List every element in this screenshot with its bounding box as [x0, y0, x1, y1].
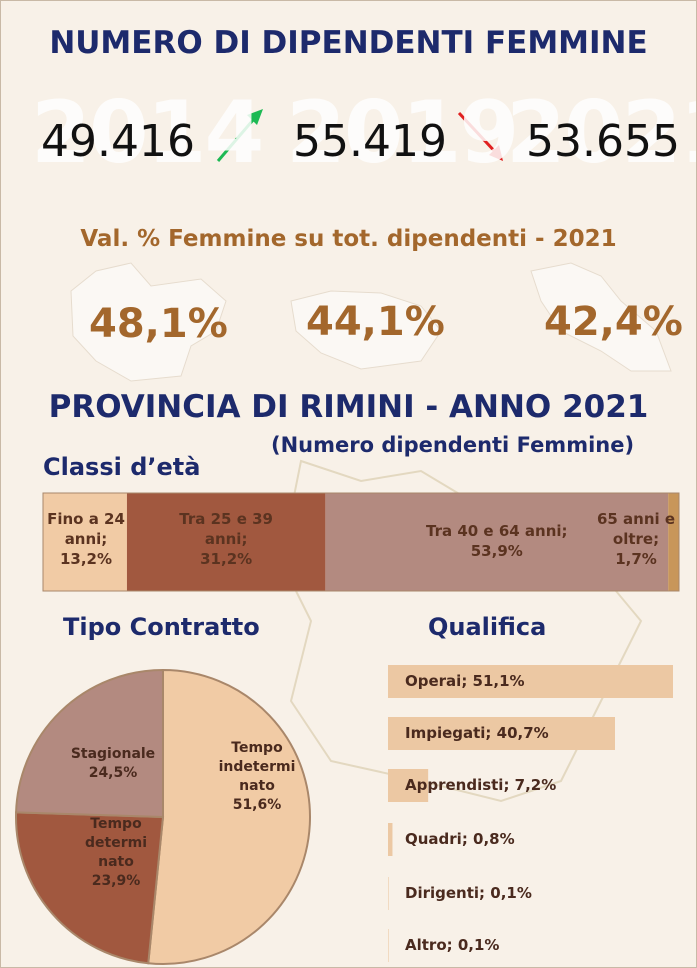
chart-title: Tipo Contratto	[63, 613, 260, 641]
arrow-head	[247, 109, 263, 125]
title: NUMERO DI DIPENDENTI FEMMINE	[49, 25, 648, 61]
chart-title: Classi d’età	[43, 453, 201, 481]
share: 44,1%	[306, 299, 445, 345]
share-title: Val. % Femmine su tot. dipendenti - 2021	[80, 226, 617, 252]
value-label: 65 anni e oltre; 1,7%	[596, 510, 676, 568]
province-subtitle: (Numero dipendenti Femmine)	[271, 433, 635, 457]
bar	[388, 717, 615, 750]
count: 55.419	[293, 116, 447, 167]
count: 49.416	[41, 116, 195, 167]
map-shape	[530, 262, 672, 372]
value-label: Operai; 51,1%	[405, 672, 525, 690]
bar	[388, 665, 673, 698]
count: 53.655	[526, 116, 680, 167]
bar-segment	[325, 493, 669, 591]
chart-title: Qualifica	[428, 613, 547, 641]
value-label: Tempo indetermi nato 51,6%	[218, 740, 296, 813]
value-label: Quadri; 0,8%	[405, 830, 515, 848]
year: 2014	[31, 83, 264, 183]
bar	[388, 823, 393, 856]
year: 2019	[286, 83, 519, 183]
arrow-up	[216, 112, 261, 162]
bar-segment	[668, 493, 679, 591]
pie-slice	[147, 668, 311, 965]
province-title: PROVINCIA DI RIMINI - ANNO 2021	[48, 389, 649, 425]
arrow-head	[489, 145, 503, 161]
share: 42,4%	[544, 299, 683, 345]
pie-slice	[15, 811, 165, 965]
bar	[388, 769, 429, 802]
year: 2021	[506, 83, 696, 183]
value-label: Altro; 0,1%	[405, 936, 500, 954]
share: 48,1%	[89, 301, 228, 347]
value-label: Tempo determi nato 23,9%	[85, 816, 147, 889]
value-label: Impiegati; 40,7%	[405, 724, 549, 742]
map-shape	[70, 262, 227, 382]
value-label: Stagionale 24,5%	[70, 746, 156, 781]
bar-segment	[126, 493, 326, 591]
bar	[388, 877, 389, 910]
map-shape	[290, 290, 442, 370]
bar	[388, 929, 389, 962]
arrow-down	[457, 111, 501, 158]
bar-frame	[42, 492, 680, 592]
value-label: Apprendisti; 7,2%	[405, 776, 557, 794]
value-label: Dirigenti; 0,1%	[405, 884, 532, 902]
pie-slice	[15, 668, 164, 819]
value-label: Fino a 24 anni; 13,2%	[47, 510, 125, 568]
value-label: Tra 25 e 39 anni; 31,2%	[179, 510, 273, 568]
value-label: Tra 40 e 64 anni; 53,9%	[426, 522, 568, 560]
bar-segment	[43, 493, 127, 591]
